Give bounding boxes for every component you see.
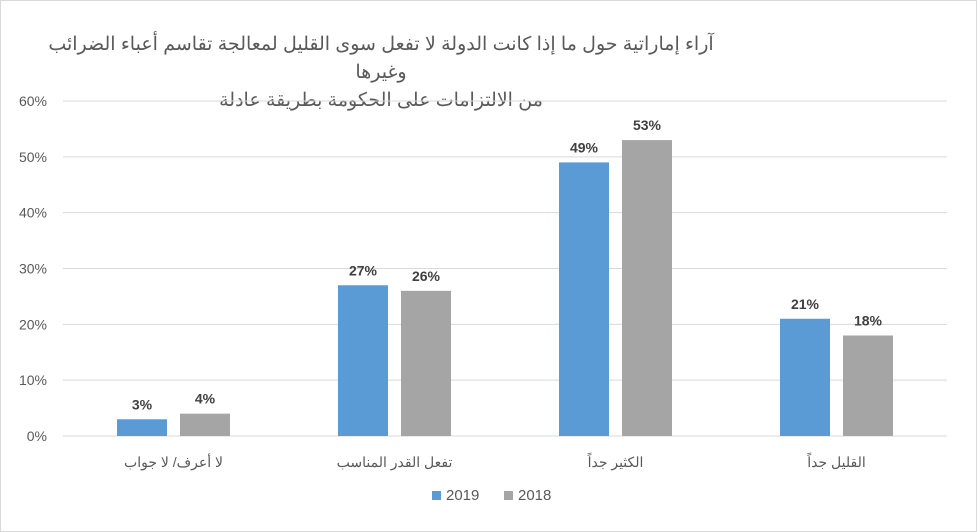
data-label: 3% [132, 396, 153, 412]
legend-label: 2018 [518, 487, 551, 504]
bar-2018 [622, 140, 672, 437]
data-label: 21% [791, 296, 820, 312]
y-tick-label: 50% [19, 149, 47, 165]
bar-2019 [338, 285, 388, 436]
legend-swatch-2019 [432, 491, 441, 500]
data-label: 49% [570, 139, 599, 155]
data-label: 4% [195, 391, 216, 407]
y-tick-label: 60% [19, 93, 47, 109]
y-tick-label: 0% [27, 428, 47, 444]
legend-label: 2019 [446, 487, 479, 504]
data-label: 27% [349, 262, 378, 278]
y-tick-label: 40% [19, 205, 47, 221]
y-tick-label: 10% [19, 372, 47, 388]
bar-2018 [843, 335, 893, 436]
bar-2018 [401, 290, 451, 436]
chart-title-line-1: آراء إماراتية حول ما إذا كانت الدولة لا … [48, 34, 714, 83]
x-category-label: القليل جداً [807, 452, 866, 470]
x-category-label: الكثير جداً [587, 452, 643, 471]
bar-2019 [117, 419, 167, 436]
y-tick-label: 30% [19, 261, 47, 277]
bar-2019 [559, 162, 609, 436]
bar-2018 [180, 413, 230, 436]
data-label: 18% [854, 313, 883, 329]
data-label: 53% [633, 117, 662, 133]
legend-swatch-2018 [504, 491, 513, 500]
x-category-label: تفعل القدر المناسب [337, 454, 453, 471]
x-category-label: لا أعرف/ لا جواب [124, 452, 223, 471]
bar-2019 [780, 318, 830, 436]
y-tick-label: 20% [19, 316, 47, 332]
data-label: 26% [412, 268, 441, 284]
